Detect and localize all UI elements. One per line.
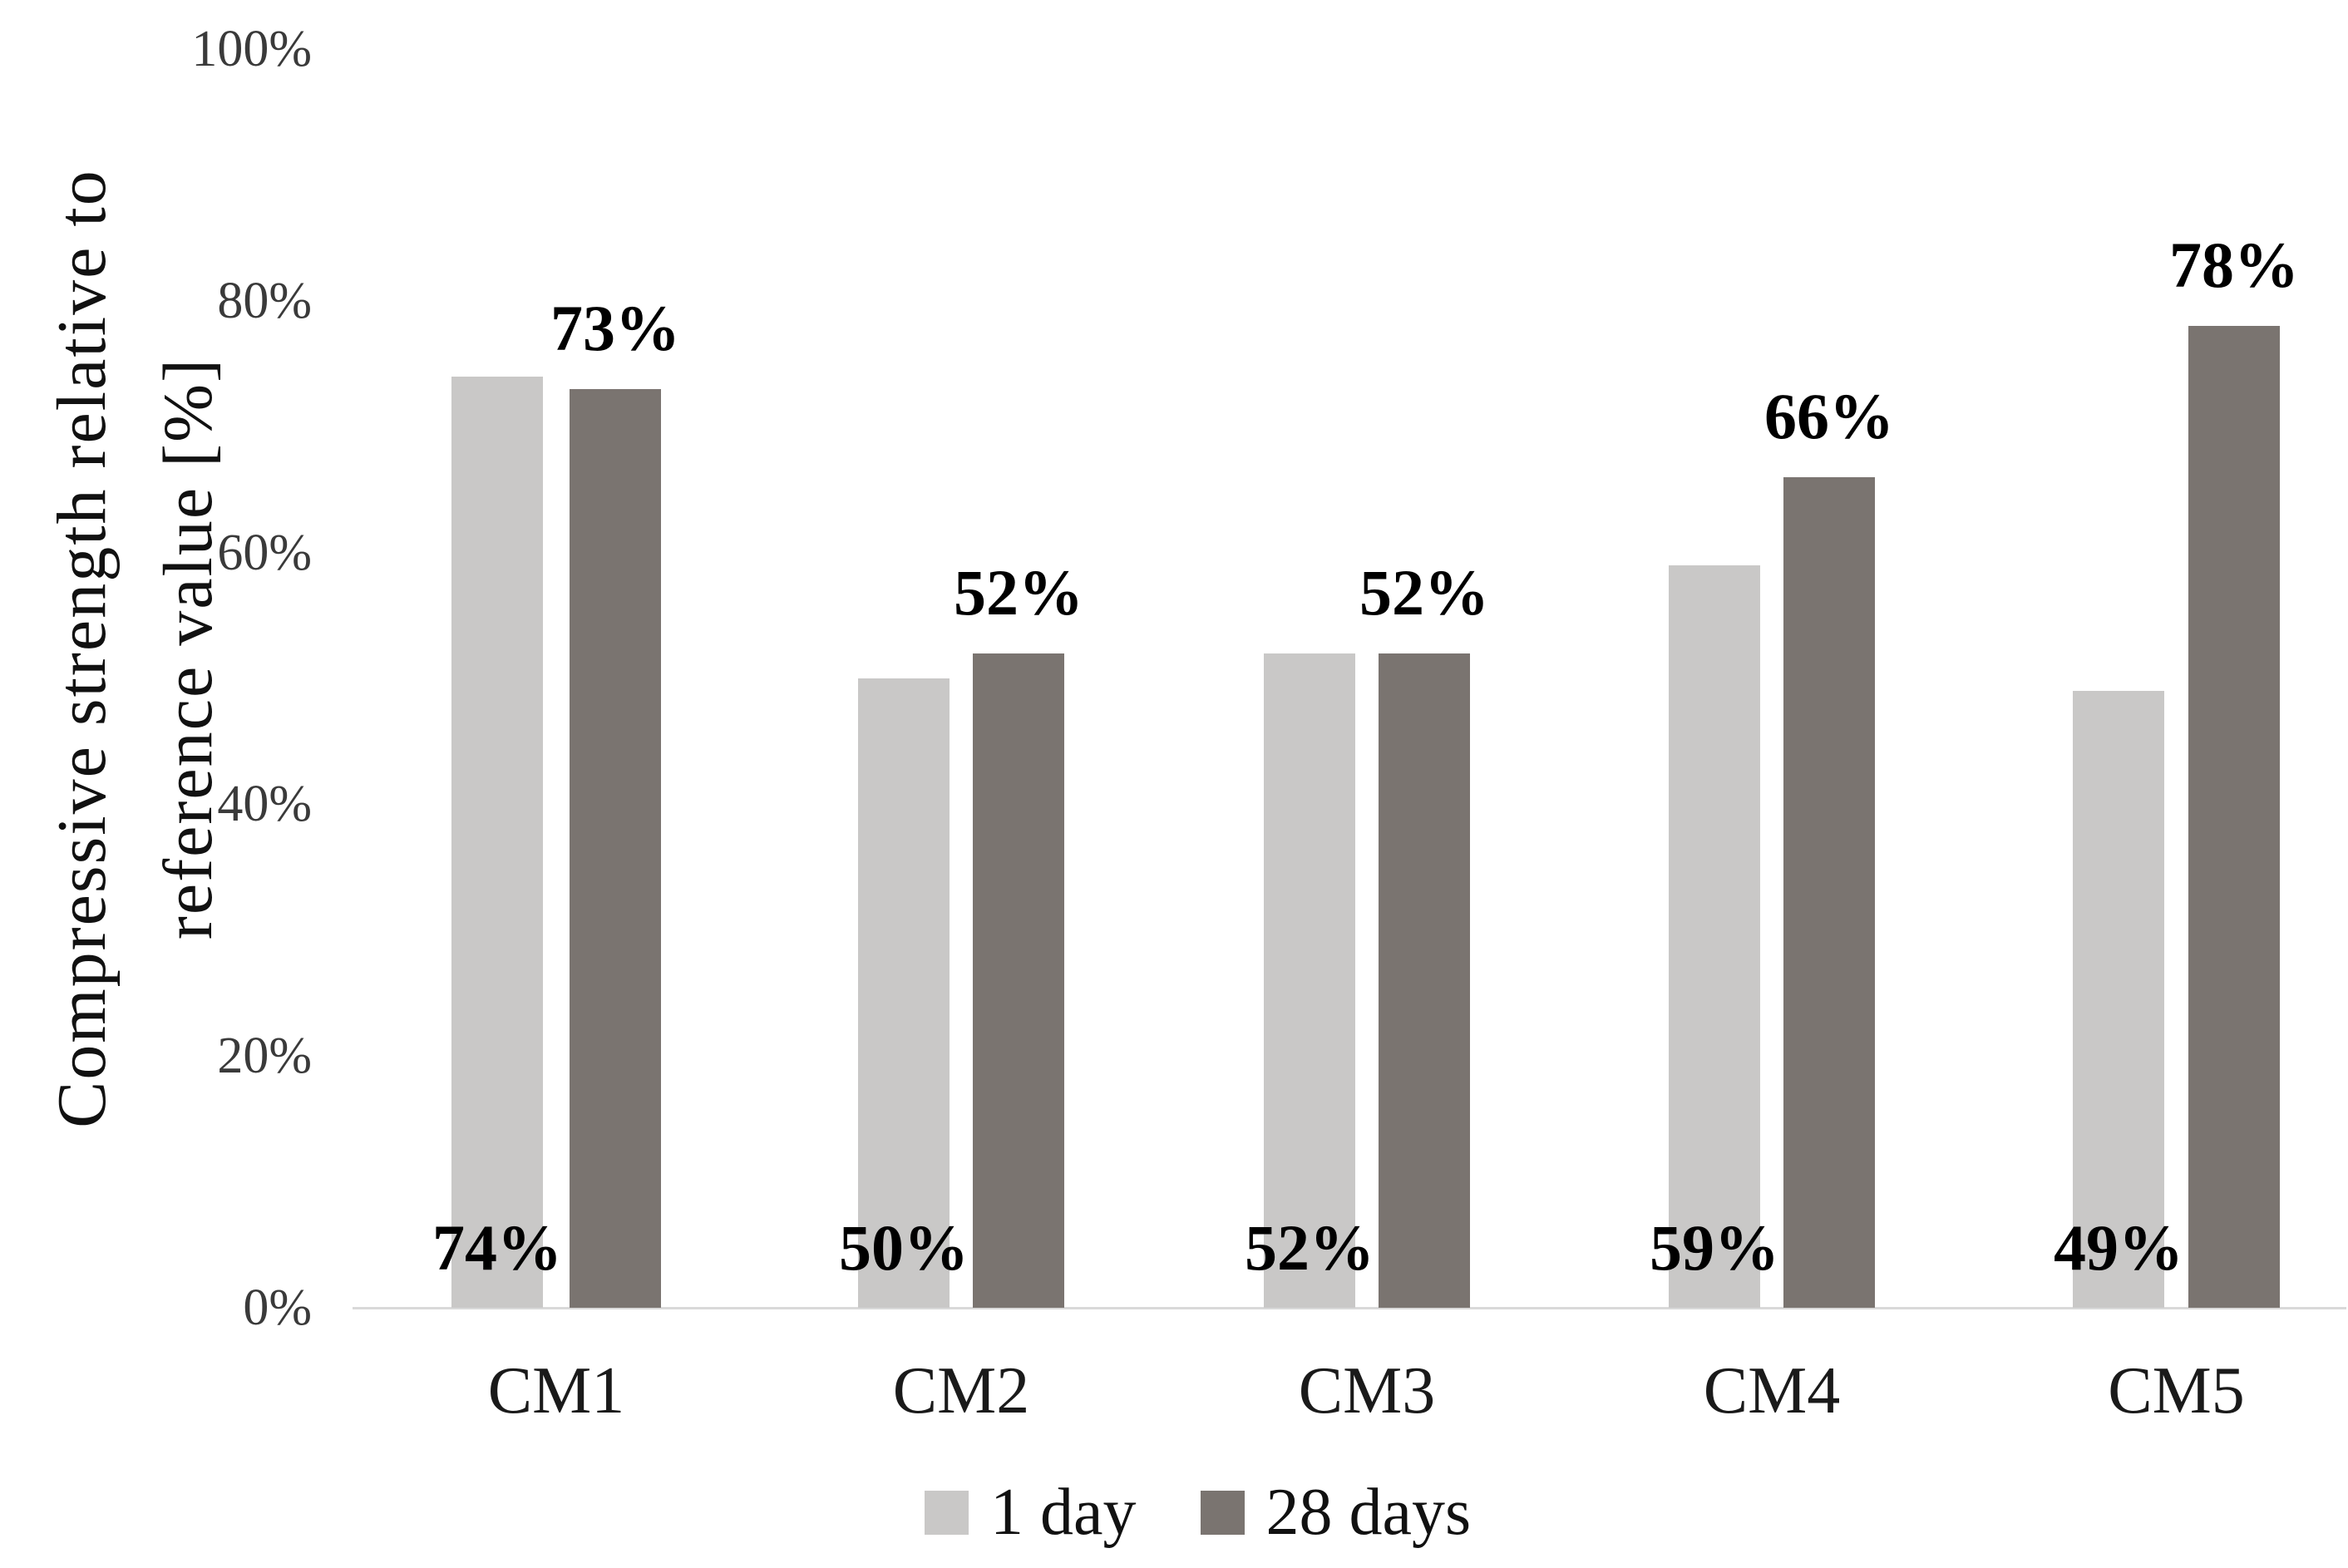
bar-1day-CM2 bbox=[858, 678, 950, 1308]
y-tick-label-60: 60% bbox=[217, 524, 312, 581]
bar-1day-CM3 bbox=[1264, 653, 1355, 1308]
chart-legend: 1 day 28 days bbox=[925, 1476, 1471, 1549]
y-tick-label-0: 0% bbox=[243, 1280, 312, 1336]
data-label-28days-CM5: 78% bbox=[2169, 229, 2299, 301]
bar-1day-CM5 bbox=[2073, 691, 2164, 1308]
y-tick-label-100: 100% bbox=[191, 21, 312, 77]
bar-1day-CM1 bbox=[451, 377, 543, 1308]
bar-1day-CM4 bbox=[1669, 565, 1760, 1308]
legend-label-1day: 1 day bbox=[990, 1476, 1137, 1549]
bar-28days-CM2 bbox=[973, 653, 1064, 1308]
legend-label-28days: 28 days bbox=[1265, 1476, 1472, 1549]
bar-28days-CM4 bbox=[1783, 477, 1875, 1308]
category-label-CM1: CM1 bbox=[487, 1354, 625, 1427]
legend-item-28days: 28 days bbox=[1200, 1476, 1472, 1549]
legend-swatch-1day bbox=[925, 1490, 969, 1535]
legend-item-1day: 1 day bbox=[925, 1476, 1137, 1549]
category-label-CM5: CM5 bbox=[2108, 1354, 2245, 1427]
y-tick-label-80: 80% bbox=[217, 272, 312, 329]
data-label-1day-CM4: 59% bbox=[1650, 1211, 1779, 1284]
data-label-28days-CM1: 73% bbox=[550, 292, 680, 364]
category-label-CM3: CM3 bbox=[1298, 1354, 1436, 1427]
data-label-28days-CM4: 66% bbox=[1764, 380, 1894, 452]
x-axis-line bbox=[353, 1307, 2346, 1309]
bar-28days-CM3 bbox=[1379, 653, 1470, 1308]
data-label-1day-CM3: 52% bbox=[1245, 1211, 1374, 1284]
legend-swatch-28days bbox=[1200, 1490, 1245, 1535]
bar-28days-CM1 bbox=[570, 389, 661, 1308]
category-label-CM4: CM4 bbox=[1703, 1354, 1841, 1427]
data-label-28days-CM3: 52% bbox=[1359, 556, 1489, 629]
bar-28days-CM5 bbox=[2188, 326, 2280, 1308]
y-tick-label-20: 20% bbox=[217, 1028, 312, 1085]
data-label-28days-CM2: 52% bbox=[954, 556, 1083, 629]
data-label-1day-CM2: 50% bbox=[839, 1211, 969, 1284]
category-label-CM2: CM2 bbox=[892, 1354, 1030, 1427]
y-tick-label-40: 40% bbox=[217, 776, 312, 833]
data-label-1day-CM1: 74% bbox=[432, 1211, 562, 1284]
data-label-1day-CM5: 49% bbox=[2054, 1211, 2183, 1284]
